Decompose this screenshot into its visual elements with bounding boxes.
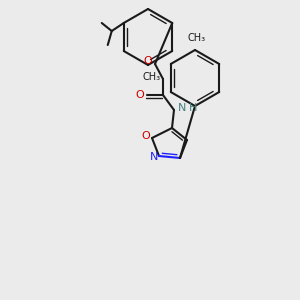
Text: N: N (150, 152, 158, 162)
Text: O: O (142, 131, 150, 141)
Text: H: H (189, 103, 197, 113)
Text: O: O (136, 90, 144, 100)
Text: CH₃: CH₃ (143, 72, 161, 82)
Text: O: O (144, 56, 152, 66)
Text: N: N (178, 103, 186, 113)
Text: CH₃: CH₃ (188, 33, 206, 43)
